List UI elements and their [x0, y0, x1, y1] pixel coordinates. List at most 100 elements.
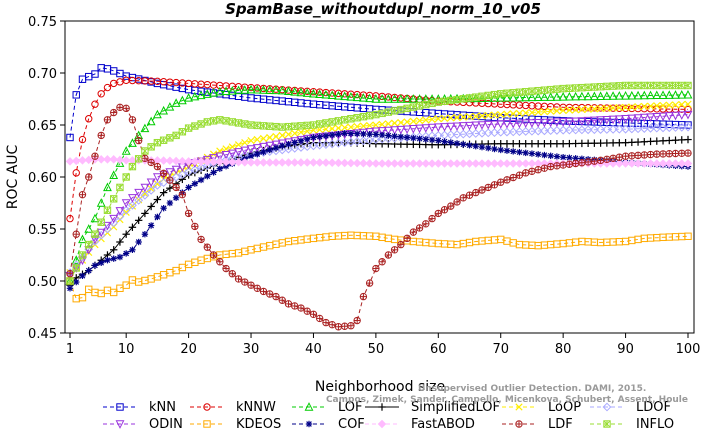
- data-point-loop: [347, 123, 355, 131]
- data-point-ldf: [521, 169, 530, 177]
- data-point-fastabod: [527, 159, 537, 168]
- data-point-fastabod: [483, 159, 493, 168]
- data-point-lof: [639, 90, 649, 100]
- data-point-ldf: [409, 228, 418, 236]
- legend-item-ldof: LDOF: [590, 400, 671, 415]
- data-point-fastabod: [346, 158, 356, 168]
- data-point-lof: [302, 88, 312, 97]
- data-point-ldf: [266, 290, 274, 298]
- data-point-ldf: [565, 160, 574, 168]
- data-point-lof: [533, 92, 543, 102]
- data-point-lof: [521, 92, 531, 102]
- data-point-inflo: [178, 128, 187, 136]
- data-point-lof: [315, 89, 325, 99]
- data-point-loop: [415, 117, 424, 125]
- data-point-odin: [408, 125, 418, 134]
- data-point-cof: [272, 144, 280, 152]
- data-point-ldf: [241, 278, 249, 286]
- legend-label-ldf: LDF: [548, 417, 573, 432]
- data-point-fastabod: [78, 156, 87, 165]
- data-point-odin: [171, 165, 181, 175]
- data-point-odin: [627, 114, 637, 124]
- data-point-lof: [234, 85, 243, 95]
- data-point-ldof: [483, 128, 493, 138]
- data-point-cof: [366, 130, 373, 138]
- legend-marker-inflo: [603, 420, 611, 428]
- data-point-simplifiedlof: [109, 246, 118, 254]
- data-point-lof: [390, 94, 400, 103]
- data-point-lof: [540, 92, 549, 101]
- data-point-loop: [147, 185, 155, 193]
- data-point-lof: [596, 91, 606, 100]
- data-point-cof: [516, 148, 523, 156]
- data-point-simplifiedlof: [509, 140, 517, 148]
- data-point-ldf: [309, 310, 318, 318]
- data-point-lof: [321, 89, 331, 99]
- data-point-lof: [196, 90, 206, 100]
- data-point-lof: [152, 109, 162, 119]
- data-point-inflo: [191, 122, 199, 130]
- data-point-odin: [546, 118, 556, 128]
- data-point-inflo: [203, 118, 212, 126]
- data-point-knn: [91, 70, 99, 78]
- data-point-fastabod: [190, 157, 200, 166]
- data-point-loop: [509, 110, 517, 118]
- data-point-ldf: [209, 251, 218, 259]
- data-point-ldf: [497, 178, 505, 186]
- data-point-fastabod: [390, 159, 399, 168]
- data-point-fastabod: [228, 157, 237, 167]
- data-point-inflo: [590, 83, 599, 91]
- data-point-cof: [154, 213, 161, 221]
- data-point-fastabod: [683, 159, 693, 168]
- data-point-ldf: [365, 279, 374, 287]
- data-point-ldf: [615, 153, 624, 161]
- data-point-ldof: [152, 180, 162, 190]
- data-point-cof: [397, 133, 405, 141]
- data-point-inflo: [671, 81, 680, 90]
- data-point-lof: [508, 92, 518, 102]
- data-point-inflo: [403, 104, 411, 113]
- data-point-cof: [73, 278, 80, 286]
- data-point-loop: [503, 110, 511, 118]
- data-point-ldof: [458, 129, 468, 139]
- data-point-inflo: [353, 114, 361, 122]
- data-point-lof: [309, 88, 318, 98]
- data-point-ldof: [121, 205, 131, 215]
- data-point-lof: [190, 91, 200, 101]
- data-point-odin: [677, 111, 687, 120]
- data-point-cof: [91, 262, 99, 269]
- legend-label-loop: LoOP: [548, 400, 581, 415]
- data-point-lof: [252, 84, 262, 94]
- data-point-odin: [558, 118, 568, 127]
- data-point-loop: [266, 133, 274, 142]
- data-point-ldf: [665, 150, 673, 158]
- data-point-ldf: [284, 300, 293, 308]
- data-point-cof: [541, 151, 548, 159]
- legend-item-knnw: kNNW: [190, 400, 276, 415]
- data-point-simplifiedlof: [378, 140, 386, 148]
- data-point-ldof: [140, 190, 150, 200]
- data-point-loop: [459, 113, 467, 121]
- data-point-loop: [409, 117, 417, 125]
- data-point-ldf: [297, 304, 305, 312]
- data-point-odin: [533, 119, 543, 128]
- data-point-fastabod: [178, 156, 187, 166]
- data-point-loop: [447, 114, 455, 122]
- x-axis: 1 10 20 30 40 50 60 70 80 90 100: [66, 333, 700, 357]
- data-point-fastabod: [246, 158, 256, 167]
- data-point-ldf: [159, 169, 168, 178]
- data-point-fastabod: [658, 159, 668, 168]
- data-point-inflo: [109, 195, 118, 203]
- data-point-simplifiedlof: [684, 135, 692, 144]
- data-point-simplifiedlof: [553, 140, 561, 148]
- data-point-lof: [159, 105, 169, 115]
- data-point-cof: [116, 253, 124, 261]
- data-point-loop: [390, 119, 399, 127]
- data-point-loop: [378, 120, 386, 129]
- data-point-knnw: [116, 78, 124, 86]
- data-point-fastabod: [508, 159, 518, 168]
- data-point-cof: [160, 205, 167, 212]
- data-point-fastabod: [109, 155, 118, 164]
- data-point-inflo: [684, 81, 692, 90]
- data-point-ldf: [78, 190, 87, 199]
